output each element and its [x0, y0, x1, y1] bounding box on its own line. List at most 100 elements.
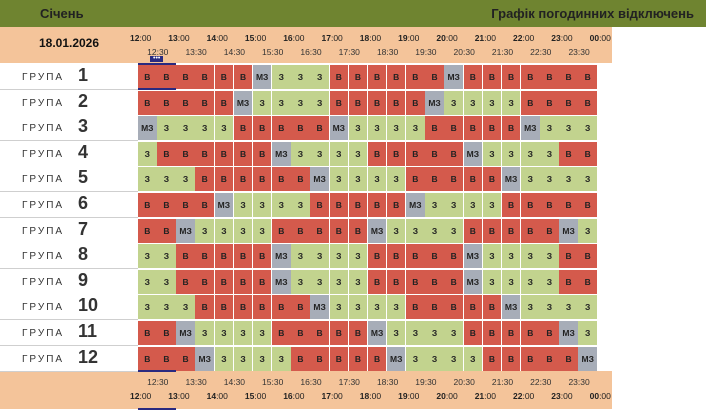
schedule-cell: В — [540, 193, 559, 217]
schedule-cell: В — [559, 346, 578, 371]
minute-value: :00 — [216, 391, 228, 401]
schedule-cell: З — [501, 90, 521, 115]
minute-value: :00 — [254, 391, 267, 401]
schedule-cell: В — [367, 141, 387, 166]
group-label: ГРУПА — [22, 353, 65, 365]
schedule-cell: В — [367, 346, 387, 371]
minute-value: :00 — [330, 391, 343, 401]
schedule-cell: З — [482, 90, 502, 115]
schedule-cell: МЗ — [559, 321, 578, 345]
schedule-cell: В — [214, 269, 234, 294]
schedule-cell: З — [578, 295, 597, 320]
hour-value: 12 — [130, 33, 140, 43]
hour-value: 21 — [474, 391, 485, 401]
schedule-cell: З — [348, 167, 368, 192]
schedule-cell: В — [310, 193, 329, 217]
schedule-cell: З — [386, 295, 406, 320]
schedule-cell: З — [540, 141, 559, 166]
minute-value: :00 — [139, 391, 152, 401]
schedule-cell: МЗ — [214, 193, 234, 217]
schedule-cell: В — [444, 167, 463, 192]
hour-value: 20 — [436, 33, 446, 43]
hour-value: 00 — [589, 33, 600, 43]
schedule-cell: З — [540, 116, 559, 141]
schedule-cell: З — [559, 167, 578, 192]
minute-value: :00 — [560, 391, 573, 401]
schedule-cell: В — [195, 269, 214, 294]
schedule-cell: В — [157, 218, 176, 243]
schedule-cell: З — [272, 65, 291, 89]
page-title: Графік погодинних відключень — [491, 6, 694, 21]
schedule-cell: З — [501, 269, 521, 294]
hour-label-top: 22:00 — [513, 33, 534, 43]
schedule-cell: В — [386, 269, 406, 294]
schedule-cell: З — [444, 193, 463, 217]
hour-label-top: 19:00 — [398, 33, 419, 43]
schedule-cell: З — [386, 167, 406, 192]
schedule-cell: З — [329, 295, 349, 320]
minute-value: :00 — [522, 33, 535, 43]
hour-label-bottom: 15:00 — [245, 391, 266, 401]
schedule-cell: В — [463, 218, 483, 243]
schedule-date: 18.01.2026 — [38, 36, 100, 50]
schedule-cell: В — [406, 244, 425, 269]
half-label-top: 17:30 — [338, 47, 360, 57]
current-time-marker — [138, 408, 176, 410]
hour-label-bottom: 21:00 — [475, 391, 496, 401]
schedule-cell: З — [367, 167, 387, 192]
schedule-cell: В — [501, 65, 521, 89]
schedule-cell: В — [367, 90, 387, 115]
group-row-1: ГРУПА 1 — [0, 64, 138, 90]
schedule-cell: В — [252, 116, 272, 141]
schedule-cell: В — [233, 116, 253, 141]
minute-value: :00 — [599, 33, 611, 43]
schedule-cell: В — [272, 321, 291, 345]
minute-value: :00 — [599, 391, 611, 401]
schedule-cell: В — [501, 116, 521, 141]
schedule-cell: В — [386, 90, 406, 115]
schedule-cell: В — [348, 65, 368, 89]
schedule-cell: В — [406, 295, 425, 320]
half-label-top: 18:30 — [376, 47, 399, 57]
month-label: Січень — [40, 6, 84, 21]
schedule-cell: З — [348, 116, 368, 141]
minute-value: :00 — [445, 391, 458, 401]
group-number: 1 — [78, 65, 89, 85]
schedule-cell: В — [501, 321, 521, 345]
schedule-cell: В — [578, 90, 597, 115]
schedule-cell: В — [521, 218, 540, 243]
half-label-bottom: 14:30 — [223, 377, 246, 387]
minute-value: :00 — [407, 33, 420, 43]
group-label: ГРУПА — [22, 328, 65, 339]
schedule-cell: З — [444, 90, 463, 115]
minute-value: :00 — [445, 33, 458, 43]
current-time-marker — [138, 88, 176, 90]
hour-value: 23 — [551, 33, 561, 43]
group-label: ГРУПА — [22, 97, 65, 109]
schedule-cell: В — [233, 141, 253, 166]
schedule-cell: В — [195, 90, 214, 115]
schedule-cell: В — [252, 167, 272, 192]
hour-value: 22 — [513, 33, 523, 43]
group-label: ГРУПА — [22, 123, 65, 135]
half-label-top: 15:30 — [262, 47, 284, 57]
schedule-cell: В — [291, 167, 310, 192]
hour-label-bottom: 00:00 — [590, 391, 611, 401]
hour-label-bottom: 17:00 — [322, 391, 343, 401]
group-row-7: ГРУПА 7 — [0, 217, 138, 244]
schedule-cell: З — [444, 218, 463, 243]
schedule-cell: З — [176, 295, 195, 320]
schedule-cell: З — [463, 346, 483, 371]
schedule-cell: З — [138, 269, 157, 294]
schedule-cell: В — [195, 65, 214, 89]
schedule-cell: МЗ — [463, 141, 483, 166]
group-number: 3 — [78, 116, 89, 137]
schedule-cell: В — [463, 295, 483, 320]
hour-value: 12 — [130, 391, 140, 401]
minute-value: :00 — [330, 33, 343, 43]
schedule-cell: З — [444, 321, 463, 345]
group-label: ГРУПА — [22, 276, 65, 288]
half-label-bottom: 16:30 — [300, 377, 322, 387]
schedule-cell: В — [214, 295, 234, 320]
schedule-cell: З — [425, 321, 444, 345]
